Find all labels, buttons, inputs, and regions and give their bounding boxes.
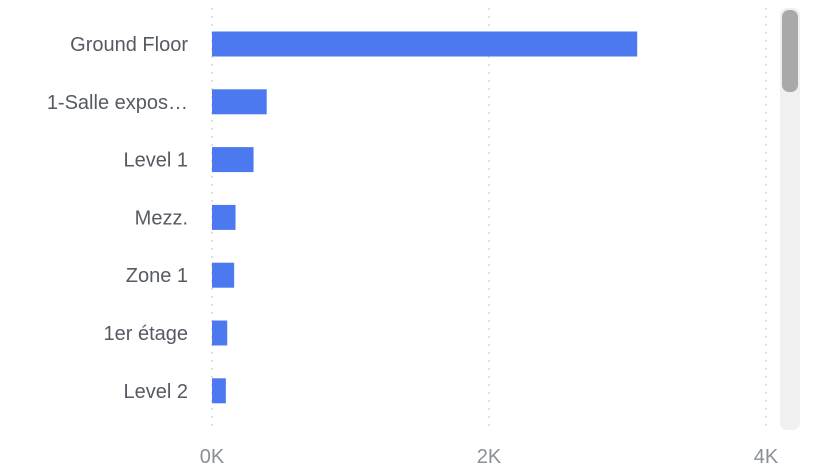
category-label: Level 1 — [124, 150, 189, 172]
category-label: Level 2 — [124, 381, 189, 403]
bar[interactable] — [212, 204, 236, 230]
category-label: 1er étage — [103, 323, 188, 345]
category-label: Zone 1 — [126, 265, 188, 287]
bar[interactable] — [212, 262, 235, 288]
x-tick-label: 0K — [200, 446, 225, 467]
bar[interactable] — [212, 89, 267, 115]
bar[interactable] — [212, 147, 254, 173]
bar[interactable] — [212, 378, 226, 404]
bar[interactable] — [212, 31, 638, 57]
x-tick-label: 2K — [477, 446, 502, 467]
x-tick-label: 4K — [754, 446, 779, 467]
x-axis-ticks: 0K 2K 4K — [200, 446, 779, 467]
category-label: Mezz. — [135, 207, 188, 229]
scrollbar-thumb[interactable] — [782, 10, 798, 92]
bars — [212, 31, 638, 404]
category-label: 1-Salle expos… — [47, 92, 188, 114]
category-labels: Ground Floor 1-Salle expos… Level 1 Mezz. Zo… — [47, 34, 189, 403]
bar[interactable] — [212, 320, 228, 346]
scrollbar-track[interactable] — [780, 8, 800, 430]
category-label: Ground Floor — [70, 34, 188, 56]
gridlines — [211, 8, 767, 430]
